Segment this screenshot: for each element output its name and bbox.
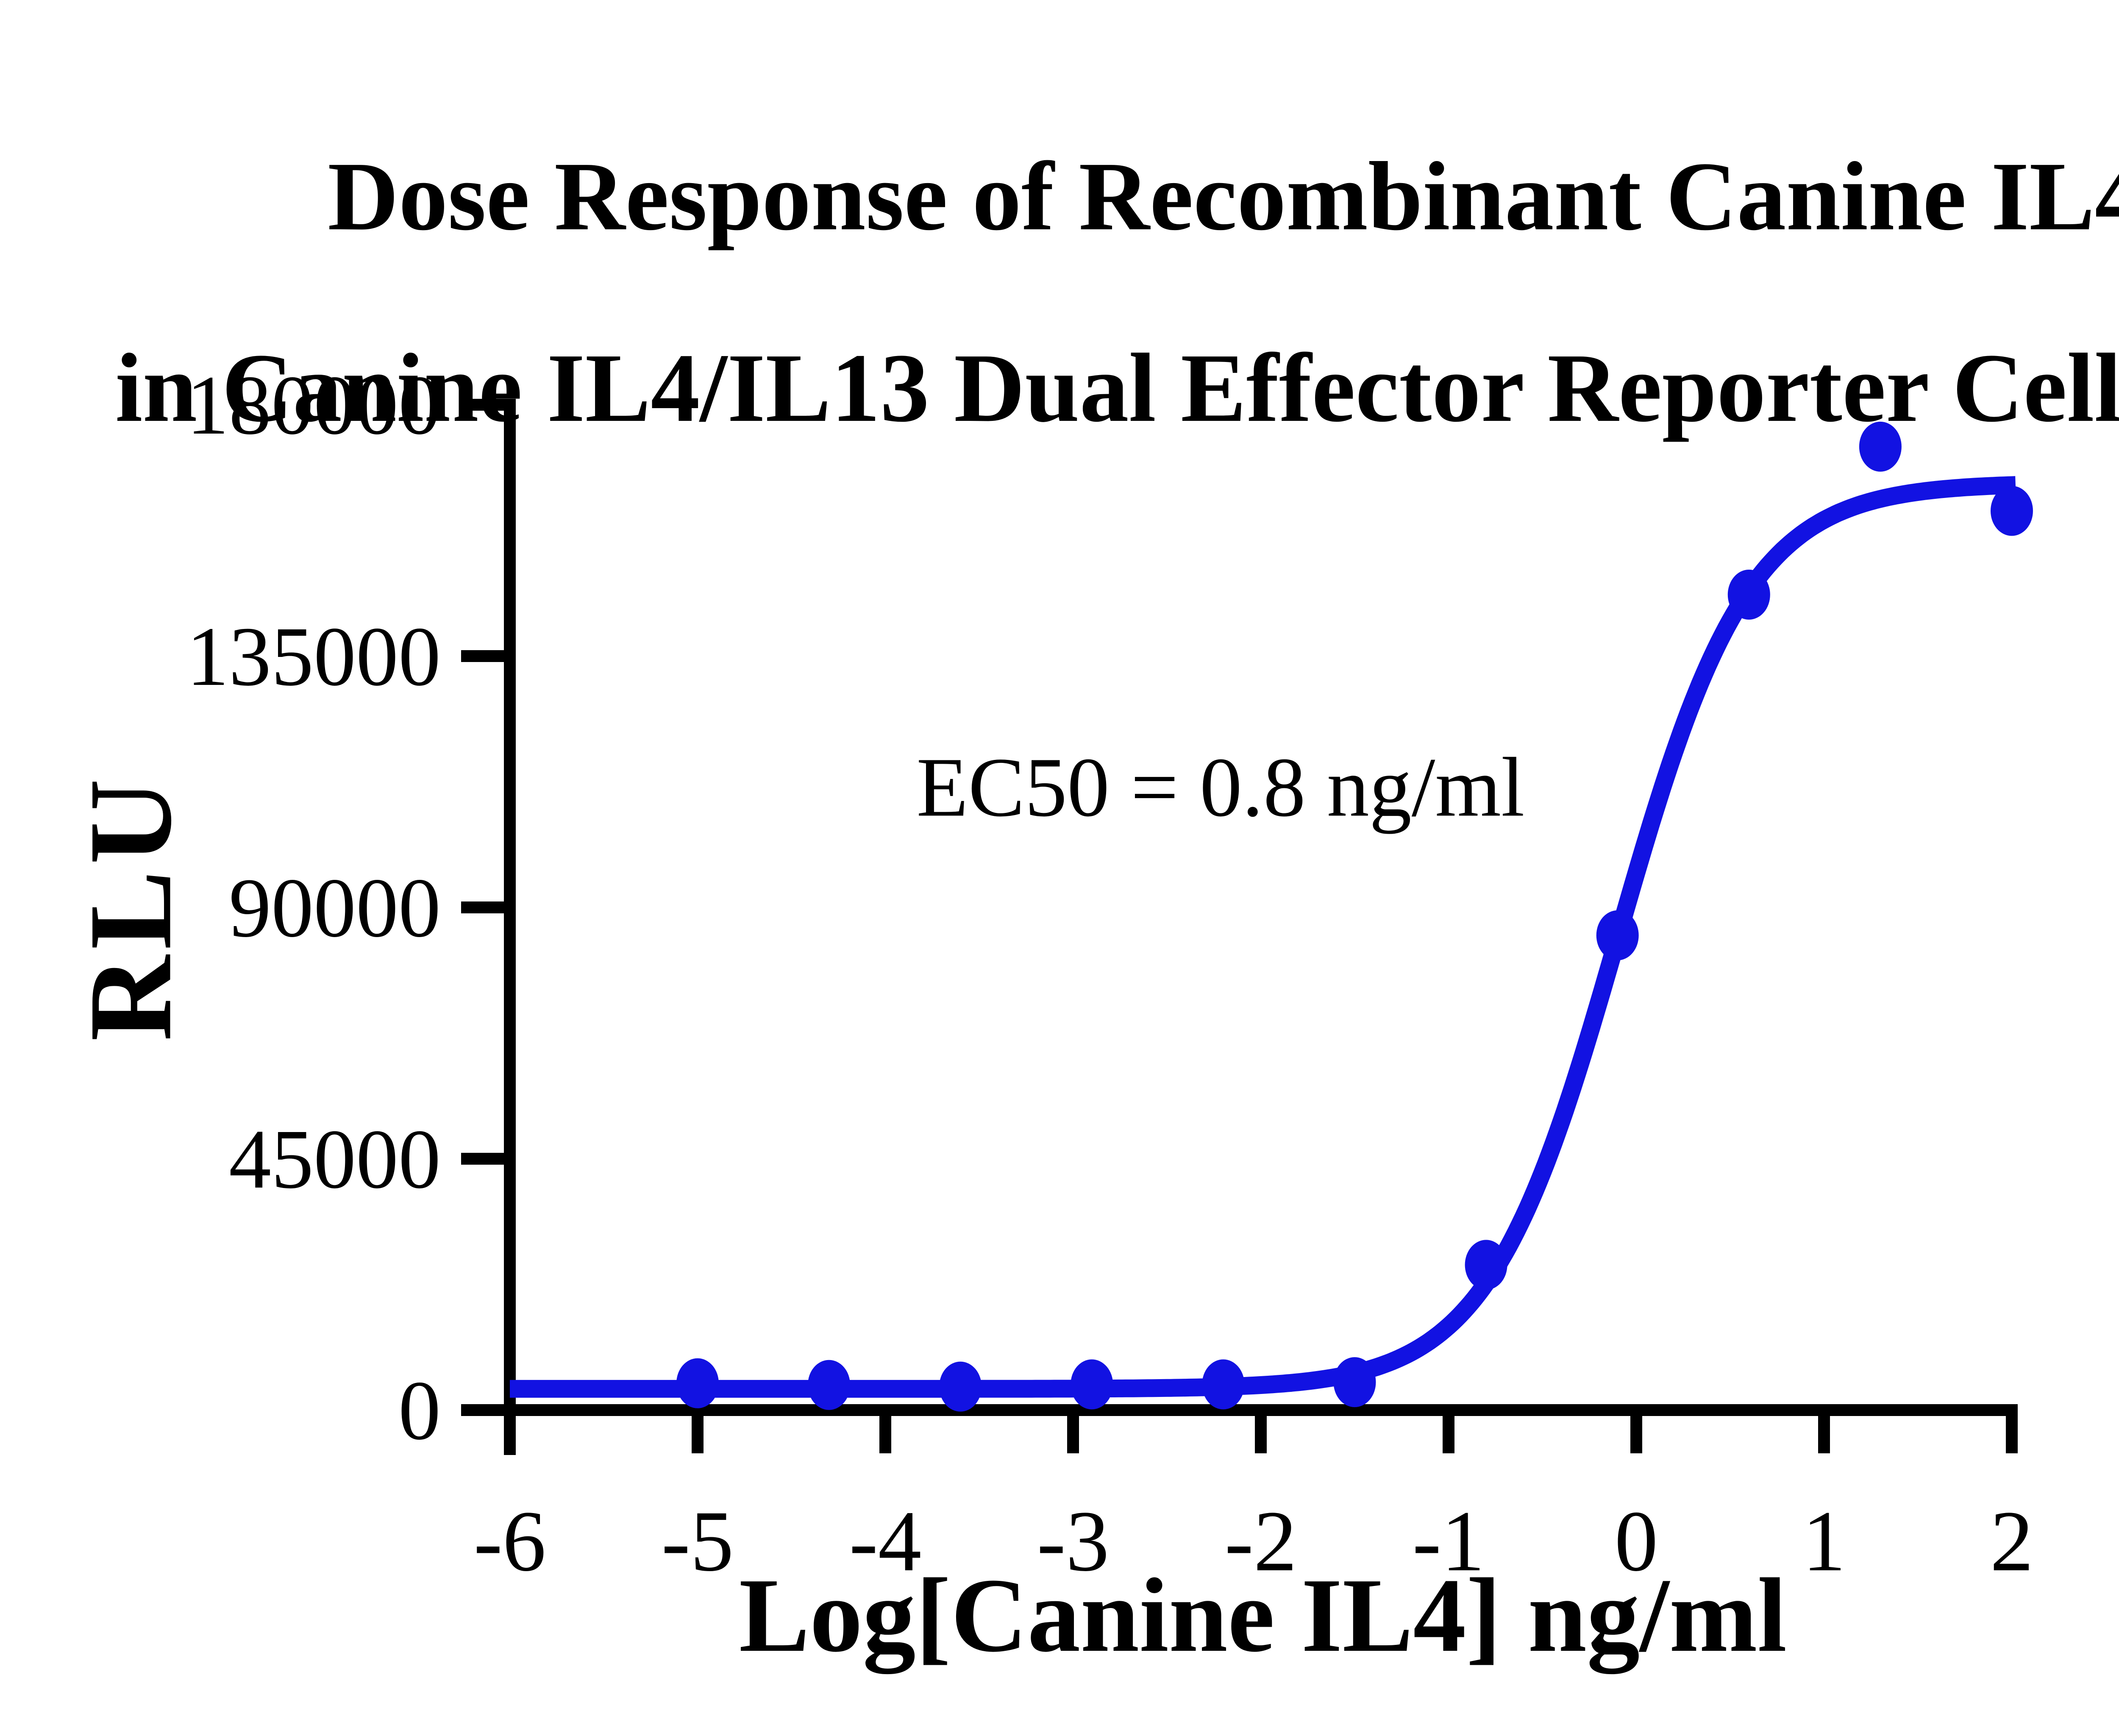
data-point xyxy=(939,1361,982,1412)
data-point xyxy=(676,1358,719,1408)
points-layer xyxy=(676,421,2033,1412)
x-tick xyxy=(1818,1416,1830,1453)
x-tick-label: -5 xyxy=(662,1493,734,1589)
y-tick xyxy=(461,1404,504,1416)
curve-layer xyxy=(510,476,2016,1398)
x-tick-label: 1 xyxy=(1802,1493,1846,1589)
data-point xyxy=(1202,1359,1245,1410)
y-axis-title: RLU xyxy=(64,773,196,1041)
x-tick-label: 2 xyxy=(1990,1493,2034,1589)
ec50-annotation: EC50 = 0.8 ng/ml xyxy=(916,740,1525,835)
y-axis-line xyxy=(504,399,516,1455)
data-point xyxy=(1071,1359,1113,1410)
x-tick-label: -6 xyxy=(474,1493,546,1589)
chart-title-line1: Dose Response of Recombinant Canine IL4 xyxy=(328,142,2119,251)
x-tick xyxy=(1255,1416,1267,1453)
tick-label-layer: 0 45000 90000 135000 180000 -6 -5 -4 -3 -2 -1 0 1 2 xyxy=(186,359,2033,1589)
x-axis-line xyxy=(504,1404,2018,1416)
data-point xyxy=(1991,486,2033,536)
fit-curve-line xyxy=(510,476,2016,1398)
y-tick-label: 135000 xyxy=(186,610,441,704)
y-tick-label: 0 xyxy=(398,1364,441,1458)
x-tick xyxy=(1443,1416,1454,1453)
data-point xyxy=(1859,421,1902,472)
x-tick xyxy=(1630,1416,1642,1453)
x-tick-label: -4 xyxy=(849,1493,922,1589)
y-tick-label: 90000 xyxy=(229,861,441,955)
chart-title: Dose Response of Recombinant Canine IL4 … xyxy=(0,101,2119,484)
x-tick-label: -3 xyxy=(1037,1493,1110,1589)
y-tick xyxy=(461,399,504,411)
x-axis-title: Log[Canine IL4] ng/ml xyxy=(739,1557,1787,1674)
chart-title-line2: in Canine IL4/IL13 Dual Effector Reporte… xyxy=(115,334,2119,442)
data-point xyxy=(1333,1357,1376,1408)
x-tick xyxy=(879,1416,891,1453)
y-tick xyxy=(461,1153,504,1165)
x-tick xyxy=(1067,1416,1079,1453)
data-point xyxy=(808,1360,851,1410)
y-tick-label: 180000 xyxy=(186,359,441,452)
x-tick-label: 0 xyxy=(1615,1493,1658,1589)
x-tick xyxy=(2006,1416,2018,1453)
x-tick xyxy=(504,1416,516,1453)
axes-layer xyxy=(461,399,2018,1455)
y-tick-label: 45000 xyxy=(229,1113,441,1206)
data-point xyxy=(1727,570,1770,620)
x-tick-label: -1 xyxy=(1413,1493,1485,1589)
y-tick xyxy=(461,901,504,913)
x-tick-label: -2 xyxy=(1225,1493,1297,1589)
data-point xyxy=(1465,1240,1507,1290)
x-tick xyxy=(692,1416,704,1453)
y-tick xyxy=(461,650,504,662)
data-point xyxy=(1596,910,1639,960)
